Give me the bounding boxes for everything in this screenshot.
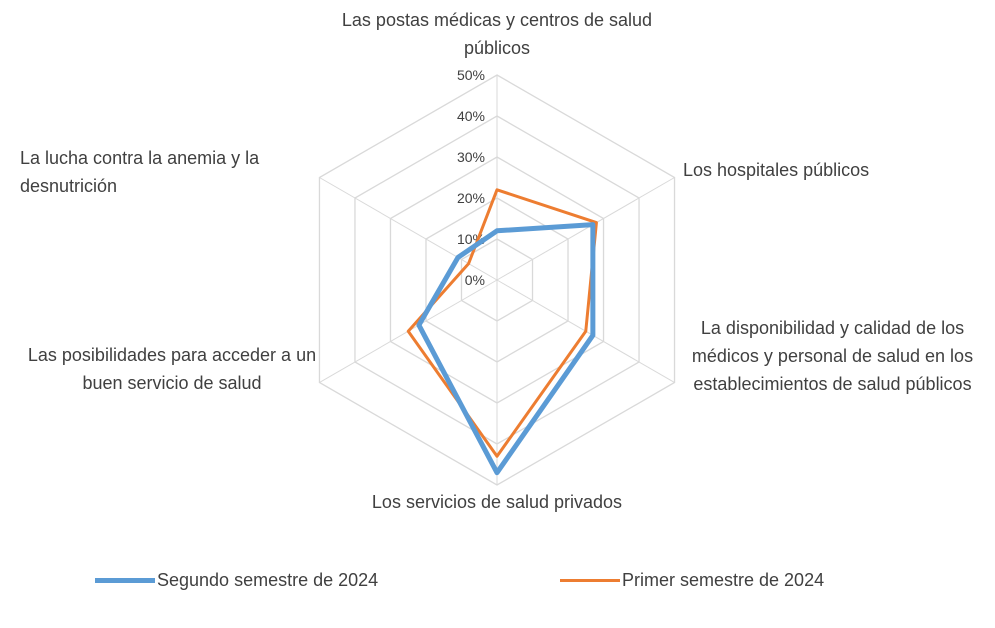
- tick-label: 0%: [465, 272, 485, 288]
- category-label: La disponibilidad y calidad de los médic…: [691, 318, 974, 394]
- spoke: [496, 177, 675, 281]
- category-label: La lucha contra la anemia y la desnutric…: [20, 148, 260, 196]
- legend-item: Primer semestre de 2024: [560, 570, 824, 591]
- legend-swatch: [95, 578, 155, 583]
- legend-label: Primer semestre de 2024: [622, 570, 825, 590]
- tick-label: 40%: [457, 108, 485, 124]
- tick-label: 20%: [457, 190, 485, 206]
- tick-label: 30%: [457, 149, 485, 165]
- series-line: [406, 188, 598, 458]
- legend-label: Segundo semestre de 2024: [157, 570, 379, 590]
- category-label: Los hospitales públicos: [683, 160, 870, 180]
- legend-swatch: [560, 579, 620, 582]
- tick-label: 50%: [457, 67, 485, 83]
- category-label: Las posibilidades para acceder a un buen…: [27, 345, 317, 393]
- category-label: Los servicios de salud privados: [371, 492, 623, 512]
- category-label: Las postas médicas y centros de salud pú…: [341, 10, 653, 58]
- legend-item: Segundo semestre de 2024: [95, 570, 378, 591]
- series-line: [416, 222, 596, 476]
